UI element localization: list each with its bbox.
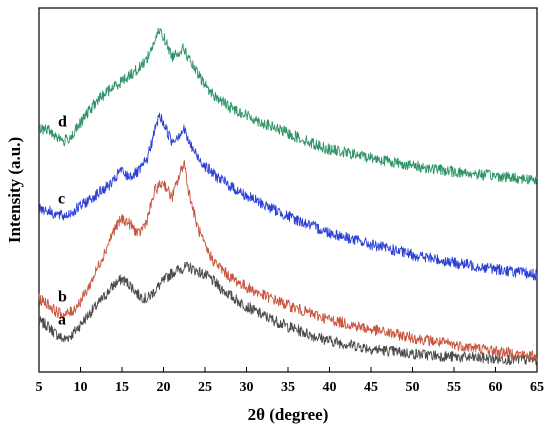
x-tick-label: 40: [323, 380, 337, 395]
series-line-a: [38, 261, 538, 366]
series-line-b: [38, 160, 538, 362]
y-axis-title: Intensity (a.u.): [5, 137, 24, 243]
series-line-d: [38, 27, 538, 185]
x-tick-label: 50: [406, 380, 420, 395]
x-axis-title: 2θ (degree): [248, 405, 329, 424]
x-tick-label: 10: [74, 380, 88, 395]
series-labels: ab c d: [58, 113, 67, 328]
x-tick-label: 35: [281, 380, 295, 395]
series-label-a: a: [58, 312, 66, 329]
x-tick-label: 30: [240, 380, 254, 395]
plot-frame: [38, 7, 538, 373]
series-lines: [38, 27, 538, 366]
series-label-c: c: [58, 190, 65, 207]
x-tick-label: 65: [530, 380, 544, 395]
x-ticks: 5 10 15 20 25 30 35 40 45 50 55 60 65: [36, 367, 544, 395]
x-tick-label: 45: [364, 380, 378, 395]
x-tick-label: 60: [489, 380, 503, 395]
x-tick-label: 15: [115, 380, 129, 395]
x-tick-label: 5: [36, 380, 43, 395]
x-tick-label: 25: [198, 380, 212, 395]
x-tick-label: 20: [157, 380, 171, 395]
x-tick-label: 55: [447, 380, 461, 395]
series-label-b: b: [58, 288, 67, 305]
series-label-d: d: [58, 113, 67, 130]
series-line-c: [38, 112, 538, 281]
